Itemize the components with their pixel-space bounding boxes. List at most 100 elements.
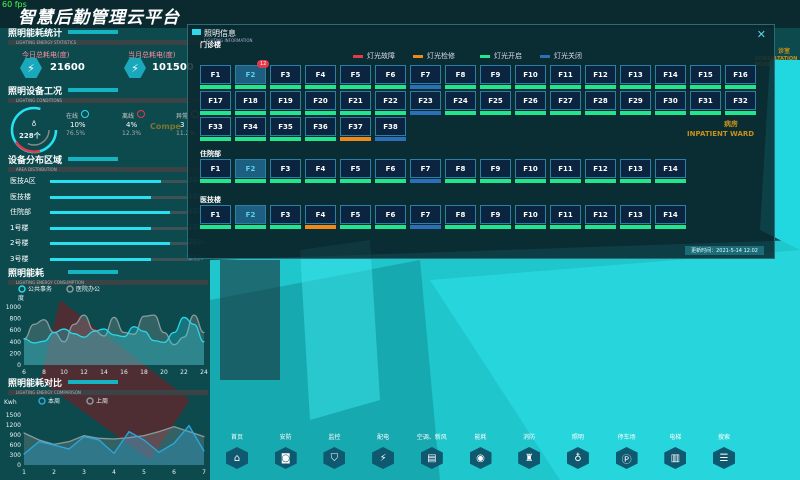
nav-item-home[interactable]: 首页 ⌂ — [212, 432, 262, 469]
floor-tile[interactable]: F2 — [235, 159, 266, 183]
nav-item-air-conditioner[interactable]: 空调、新风 ▤ — [407, 432, 457, 469]
floor-tile[interactable]: F7 — [410, 205, 441, 229]
nav-item-lightning[interactable]: 配电 ⚡ — [358, 432, 408, 469]
floor-tile[interactable]: F14 — [655, 65, 686, 89]
floor-tile[interactable]: F31 — [690, 91, 721, 115]
section-subtitle: LIGHTING CONDITIONS — [8, 98, 208, 103]
floor-tile[interactable]: F8 — [445, 159, 476, 183]
floor-tile[interactable]: F9 — [480, 65, 511, 89]
floor-status-bar — [340, 179, 371, 183]
floor-tile[interactable]: F19 — [270, 91, 301, 115]
floor-tile[interactable]: F15 — [690, 65, 721, 89]
floor-tile[interactable]: F10 — [515, 65, 546, 89]
floor-tile[interactable]: F37 — [340, 117, 371, 141]
floor-tile[interactable]: F1 — [200, 159, 231, 183]
floor-tile[interactable]: F26 — [515, 91, 546, 115]
floor-tile[interactable]: F21 — [340, 91, 371, 115]
floor-tile[interactable]: F23 — [410, 91, 441, 115]
floor-tile[interactable]: F12 — [585, 65, 616, 89]
comparison-chart-header: 照明能耗对比 LIGHTING ENERGY COMPARISON — [8, 376, 208, 395]
floor-tile[interactable]: F3 — [270, 159, 301, 183]
floor-tile[interactable]: F3 — [270, 205, 301, 229]
floor-tile[interactable]: F28 — [585, 91, 616, 115]
close-icon[interactable]: ✕ — [756, 28, 766, 41]
floor-tile[interactable]: F30 — [655, 91, 686, 115]
floor-tile[interactable]: F4 — [305, 159, 336, 183]
floor-tile[interactable]: F6 — [375, 205, 406, 229]
floor-tile[interactable]: F1 — [200, 205, 231, 229]
floor-tile[interactable]: F24 — [445, 91, 476, 115]
floor-tile[interactable]: F20 — [305, 91, 336, 115]
floor-status-bar — [655, 111, 686, 115]
floor-status-bar — [235, 85, 266, 89]
floor-tile[interactable]: F5 — [340, 205, 371, 229]
floor-tile[interactable]: F12 — [585, 159, 616, 183]
area-label: 医技楼 — [10, 192, 31, 201]
floor-tile[interactable]: F3 — [270, 65, 301, 89]
floor-tile[interactable]: F8 — [445, 65, 476, 89]
nav-item-hydrant[interactable]: 消防 ♜ — [504, 432, 554, 469]
lightning-icon: ⚡ — [124, 58, 146, 78]
floor-tile[interactable]: F10 — [515, 205, 546, 229]
floor-tile[interactable]: F11 — [550, 159, 581, 183]
progress-bar — [50, 226, 200, 230]
floor-label: F19 — [270, 91, 301, 110]
floor-tile[interactable]: F34 — [235, 117, 266, 141]
data-point — [33, 323, 35, 325]
floor-tile[interactable]: F2 — [235, 205, 266, 229]
floor-tile[interactable]: F13 — [620, 159, 651, 183]
floor-tile[interactable]: F1 — [200, 65, 231, 89]
floor-tile[interactable]: F5 — [340, 159, 371, 183]
floor-tile[interactable]: F25 — [480, 91, 511, 115]
floor-tile[interactable]: F33 — [200, 117, 231, 141]
floor-status-bar — [375, 85, 406, 89]
floor-tile[interactable]: F12 — [585, 205, 616, 229]
floor-tile[interactable]: F6 — [375, 65, 406, 89]
floor-tile[interactable]: F4 — [305, 65, 336, 89]
floor-label: F16 — [725, 65, 756, 84]
floor-tile[interactable]: F36 — [305, 117, 336, 141]
floor-tile[interactable]: F32 — [725, 91, 756, 115]
floor-tile[interactable]: F27 — [550, 91, 581, 115]
floor-tile[interactable]: F8 — [445, 205, 476, 229]
floor-tile[interactable]: F13 — [620, 65, 651, 89]
floor-tile[interactable]: F13 — [620, 205, 651, 229]
series-area — [24, 317, 204, 365]
floor-tile[interactable]: F11 — [550, 205, 581, 229]
section-subtitle: LIGHTING ENERGY CONSUMPTION — [8, 280, 208, 285]
floor-label: F14 — [655, 65, 686, 84]
nav-item-elevator[interactable]: 电梯 ▥ — [650, 432, 700, 469]
floor-tile[interactable]: F6 — [375, 159, 406, 183]
nav-item-bulb[interactable]: 照明 ♁ — [553, 432, 603, 469]
floor-tile[interactable]: F7 — [410, 65, 441, 89]
nav-item-energy[interactable]: 能耗 ◉ — [456, 432, 506, 469]
floor-tile[interactable]: F18 — [235, 91, 266, 115]
floor-status-bar — [480, 85, 511, 89]
floor-tile[interactable]: F9 — [480, 159, 511, 183]
floor-tile[interactable]: F22 — [375, 91, 406, 115]
data-point — [103, 335, 105, 337]
floor-tile[interactable]: F5 — [340, 65, 371, 89]
nav-item-shield[interactable]: 监控 ⛉ — [309, 432, 359, 469]
floor-tile[interactable]: F17 — [200, 91, 231, 115]
nav-item-camera[interactable]: 安防 ◙ — [261, 432, 311, 469]
floor-tile[interactable]: F9 — [480, 205, 511, 229]
floor-tile[interactable]: F4 — [305, 205, 336, 229]
floor-tile[interactable]: F38 — [375, 117, 406, 141]
floor-tile[interactable]: F29 — [620, 91, 651, 115]
floor-tile[interactable]: F2 12 — [235, 60, 270, 89]
floor-tile[interactable]: F7 — [410, 159, 441, 183]
floor-tile[interactable]: F14 — [655, 159, 686, 183]
floor-label: F9 — [480, 159, 511, 178]
data-point — [128, 431, 130, 433]
nav-item-search-list[interactable]: 搜索 ☰ — [699, 432, 749, 469]
nav-item-parking[interactable]: 停车场 Ⓟ — [602, 432, 652, 469]
data-point — [203, 450, 205, 452]
floor-tile[interactable]: F11 — [550, 65, 581, 89]
area-label: 1号楼 — [10, 223, 29, 232]
floor-tile[interactable]: F35 — [270, 117, 301, 141]
floor-tile[interactable]: F16 — [725, 65, 756, 89]
x-tick-label: 18 — [140, 369, 148, 375]
floor-tile[interactable]: F14 — [655, 205, 686, 229]
floor-tile[interactable]: F10 — [515, 159, 546, 183]
